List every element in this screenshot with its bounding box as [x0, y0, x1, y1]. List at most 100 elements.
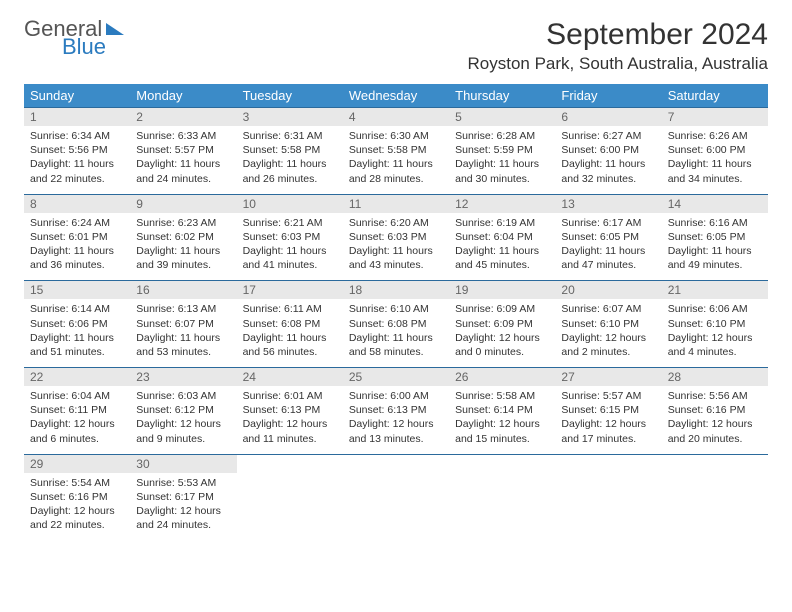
daylight-line: Daylight: 12 hours and 4 minutes. [668, 331, 762, 359]
daylight-line: Daylight: 11 hours and 53 minutes. [136, 331, 230, 359]
sunset-line: Sunset: 6:06 PM [30, 317, 124, 331]
day-number-cell [449, 454, 555, 473]
sunrise-line: Sunrise: 5:53 AM [136, 476, 230, 490]
sunrise-line: Sunrise: 5:57 AM [561, 389, 655, 403]
day-detail-cell: Sunrise: 6:14 AMSunset: 6:06 PMDaylight:… [24, 299, 130, 367]
sunrise-line: Sunrise: 6:28 AM [455, 129, 549, 143]
day-detail-cell: Sunrise: 6:11 AMSunset: 6:08 PMDaylight:… [237, 299, 343, 367]
day-detail-cell: Sunrise: 5:56 AMSunset: 6:16 PMDaylight:… [662, 386, 768, 454]
sunrise-line: Sunrise: 5:54 AM [30, 476, 124, 490]
day-detail-cell [237, 473, 343, 541]
sunset-line: Sunset: 6:01 PM [30, 230, 124, 244]
day-number-row: 1234567 [24, 108, 768, 127]
sunrise-line: Sunrise: 6:14 AM [30, 302, 124, 316]
day-detail-cell: Sunrise: 6:19 AMSunset: 6:04 PMDaylight:… [449, 213, 555, 281]
day-number-cell: 9 [130, 194, 236, 213]
day-detail-cell: Sunrise: 6:21 AMSunset: 6:03 PMDaylight:… [237, 213, 343, 281]
daylight-line: Daylight: 12 hours and 17 minutes. [561, 417, 655, 445]
day-detail-cell: Sunrise: 6:30 AMSunset: 5:58 PMDaylight:… [343, 126, 449, 194]
daylight-line: Daylight: 11 hours and 28 minutes. [349, 157, 443, 185]
day-detail-cell: Sunrise: 6:34 AMSunset: 5:56 PMDaylight:… [24, 126, 130, 194]
sunrise-line: Sunrise: 6:00 AM [349, 389, 443, 403]
day-number-cell: 16 [130, 281, 236, 300]
day-detail-cell: Sunrise: 6:28 AMSunset: 5:59 PMDaylight:… [449, 126, 555, 194]
day-detail-cell: Sunrise: 6:16 AMSunset: 6:05 PMDaylight:… [662, 213, 768, 281]
sunset-line: Sunset: 5:59 PM [455, 143, 549, 157]
sunset-line: Sunset: 6:14 PM [455, 403, 549, 417]
day-number-cell [555, 454, 661, 473]
sunrise-line: Sunrise: 6:31 AM [243, 129, 337, 143]
calendar-table: Sunday Monday Tuesday Wednesday Thursday… [24, 84, 768, 540]
day-detail-cell [555, 473, 661, 541]
daylight-line: Daylight: 11 hours and 26 minutes. [243, 157, 337, 185]
sunrise-line: Sunrise: 6:19 AM [455, 216, 549, 230]
day-number-row: 2930 [24, 454, 768, 473]
sunset-line: Sunset: 6:05 PM [561, 230, 655, 244]
day-number-cell: 3 [237, 108, 343, 127]
sunrise-line: Sunrise: 6:20 AM [349, 216, 443, 230]
day-number-cell: 26 [449, 368, 555, 387]
day-number-cell: 25 [343, 368, 449, 387]
sunrise-line: Sunrise: 6:24 AM [30, 216, 124, 230]
sunrise-line: Sunrise: 6:10 AM [349, 302, 443, 316]
day-number-row: 891011121314 [24, 194, 768, 213]
sunrise-line: Sunrise: 6:34 AM [30, 129, 124, 143]
sunset-line: Sunset: 6:04 PM [455, 230, 549, 244]
day-number-cell: 28 [662, 368, 768, 387]
day-number-cell: 5 [449, 108, 555, 127]
dow-tuesday: Tuesday [237, 84, 343, 108]
daylight-line: Daylight: 11 hours and 49 minutes. [668, 244, 762, 272]
day-of-week-row: Sunday Monday Tuesday Wednesday Thursday… [24, 84, 768, 108]
daylight-line: Daylight: 12 hours and 24 minutes. [136, 504, 230, 532]
daylight-line: Daylight: 12 hours and 20 minutes. [668, 417, 762, 445]
day-detail-cell: Sunrise: 6:23 AMSunset: 6:02 PMDaylight:… [130, 213, 236, 281]
daylight-line: Daylight: 11 hours and 36 minutes. [30, 244, 124, 272]
daylight-line: Daylight: 11 hours and 43 minutes. [349, 244, 443, 272]
daylight-line: Daylight: 11 hours and 34 minutes. [668, 157, 762, 185]
day-number-cell: 17 [237, 281, 343, 300]
sunset-line: Sunset: 5:56 PM [30, 143, 124, 157]
logo-triangle-icon [106, 23, 124, 35]
day-detail-cell: Sunrise: 5:53 AMSunset: 6:17 PMDaylight:… [130, 473, 236, 541]
daylight-line: Daylight: 11 hours and 51 minutes. [30, 331, 124, 359]
title-block: September 2024 Royston Park, South Austr… [468, 18, 769, 74]
sunset-line: Sunset: 6:16 PM [668, 403, 762, 417]
sunrise-line: Sunrise: 6:01 AM [243, 389, 337, 403]
sunset-line: Sunset: 6:10 PM [668, 317, 762, 331]
day-number-cell: 4 [343, 108, 449, 127]
sunset-line: Sunset: 6:17 PM [136, 490, 230, 504]
sunrise-line: Sunrise: 6:09 AM [455, 302, 549, 316]
day-detail-cell: Sunrise: 6:24 AMSunset: 6:01 PMDaylight:… [24, 213, 130, 281]
sunrise-line: Sunrise: 6:04 AM [30, 389, 124, 403]
day-number-cell: 13 [555, 194, 661, 213]
day-detail-row: Sunrise: 6:04 AMSunset: 6:11 PMDaylight:… [24, 386, 768, 454]
sunset-line: Sunset: 6:09 PM [455, 317, 549, 331]
sunrise-line: Sunrise: 6:33 AM [136, 129, 230, 143]
day-detail-row: Sunrise: 5:54 AMSunset: 6:16 PMDaylight:… [24, 473, 768, 541]
sunrise-line: Sunrise: 6:27 AM [561, 129, 655, 143]
daylight-line: Daylight: 12 hours and 15 minutes. [455, 417, 549, 445]
day-number-cell: 11 [343, 194, 449, 213]
dow-sunday: Sunday [24, 84, 130, 108]
day-number-row: 15161718192021 [24, 281, 768, 300]
sunset-line: Sunset: 5:58 PM [243, 143, 337, 157]
day-number-cell: 21 [662, 281, 768, 300]
day-number-cell: 29 [24, 454, 130, 473]
daylight-line: Daylight: 11 hours and 45 minutes. [455, 244, 549, 272]
day-number-cell: 12 [449, 194, 555, 213]
sunrise-line: Sunrise: 6:26 AM [668, 129, 762, 143]
day-number-cell: 30 [130, 454, 236, 473]
day-detail-cell: Sunrise: 6:20 AMSunset: 6:03 PMDaylight:… [343, 213, 449, 281]
daylight-line: Daylight: 12 hours and 22 minutes. [30, 504, 124, 532]
daylight-line: Daylight: 12 hours and 13 minutes. [349, 417, 443, 445]
daylight-line: Daylight: 11 hours and 58 minutes. [349, 331, 443, 359]
daylight-line: Daylight: 12 hours and 9 minutes. [136, 417, 230, 445]
day-number-cell: 8 [24, 194, 130, 213]
day-detail-cell [343, 473, 449, 541]
header: General Blue September 2024 Royston Park… [24, 18, 768, 74]
day-number-cell: 23 [130, 368, 236, 387]
dow-wednesday: Wednesday [343, 84, 449, 108]
day-number-cell: 6 [555, 108, 661, 127]
day-number-cell [662, 454, 768, 473]
month-title: September 2024 [468, 18, 769, 52]
